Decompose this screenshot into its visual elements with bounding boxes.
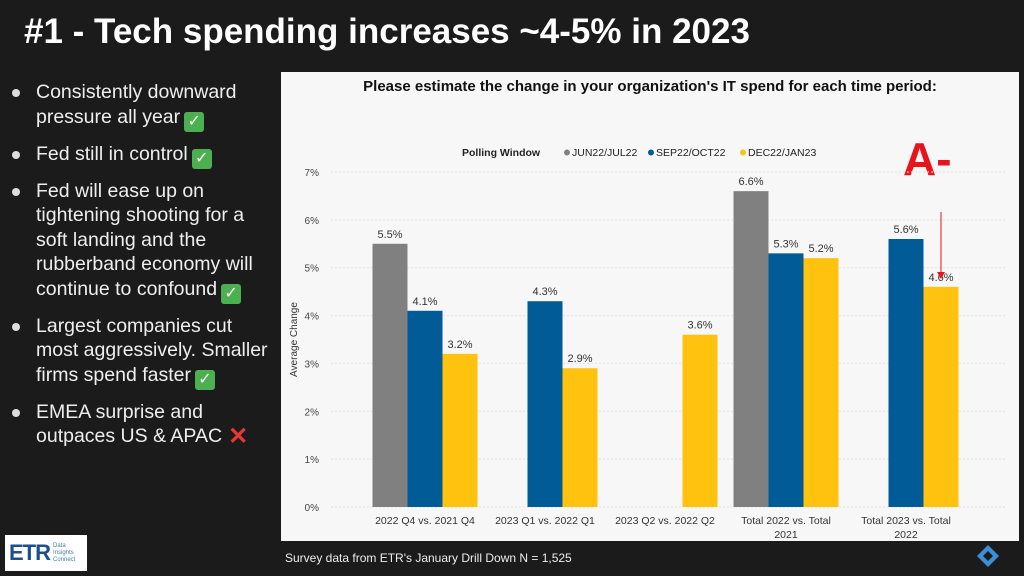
y-tick-label: 6%	[305, 216, 320, 227]
bullet-item: Fed still in control ✓	[10, 142, 278, 169]
bar	[527, 301, 563, 507]
chart-title: Please estimate the change in your organ…	[363, 78, 937, 95]
chart-panel: Please estimate the change in your organ…	[281, 72, 1019, 541]
bullet-text: Consistently downward pressure all year	[36, 81, 237, 128]
data-label: 5.2%	[808, 243, 833, 255]
y-tick-label: 2%	[305, 407, 320, 418]
checkmark-icon: ✓	[194, 369, 215, 390]
legend-title: Polling Window	[462, 147, 541, 159]
bullet-list: Consistently downward pressure all year ✓…	[10, 80, 278, 459]
checkmark-icon: ✓	[191, 148, 212, 169]
bar	[923, 286, 959, 507]
legend-label: JUN22/JUL22	[572, 147, 638, 159]
x-tick-label: 2022 Q4 vs. 2021 Q4	[375, 515, 475, 527]
x-tick-label: Total 2022 vs. Total	[741, 515, 831, 527]
bullet-item: Fed will ease up on tightening shooting …	[10, 179, 278, 304]
bullet-item: EMEA surprise and outpaces US & APAC ✕	[10, 400, 278, 449]
bar-chart: 0% 1% 2% 3% 4% 5% 6% 7% Average Change Polling Wi…	[289, 147, 1006, 541]
data-label: 2.9%	[567, 353, 592, 365]
x-tick-label: 2021	[774, 529, 798, 541]
bullet-item: Consistently downward pressure all year ✓	[10, 80, 278, 132]
data-label: 4.3%	[532, 286, 557, 298]
y-tick-label: 1%	[305, 455, 320, 466]
y-tick-label: 0%	[305, 503, 320, 514]
bar	[733, 191, 769, 507]
y-tick-label: 4%	[305, 312, 320, 323]
bar	[372, 243, 408, 508]
cross-icon: ✕	[228, 423, 249, 450]
checkmark-icon: ✓	[221, 283, 242, 304]
etr-logo: ETR Data Insights Connect	[5, 535, 87, 571]
y-axis-label: Average Change	[289, 302, 300, 377]
bullet-text: EMEA surprise and outpaces US & APAC	[36, 400, 223, 448]
bullet-item: Largest companies cut most aggressively.…	[10, 314, 278, 390]
y-tick-label: 5%	[305, 264, 320, 275]
bullet-text: Fed will ease up on tightening shooting …	[36, 179, 253, 300]
bar	[768, 253, 804, 507]
y-tick-label: 3%	[305, 359, 320, 370]
down-arrow-head-icon	[937, 272, 945, 279]
legend-label: DEC22/JAN23	[748, 147, 816, 159]
data-label: 4.1%	[412, 296, 437, 308]
logo-mark: ETR	[9, 540, 51, 565]
legend-label: SEP22/OCT22	[656, 147, 726, 159]
bar	[803, 258, 839, 507]
data-label: 3.2%	[447, 339, 472, 351]
bar	[562, 368, 598, 507]
x-tick-label: 2023 Q2 vs. 2022 Q2	[615, 515, 715, 527]
x-tick-label: Total 2023 vs. Total	[861, 515, 951, 527]
data-label: 5.6%	[893, 224, 918, 236]
legend-marker	[564, 149, 570, 156]
y-tick-label: 7%	[305, 168, 320, 179]
data-label: 3.6%	[687, 320, 712, 332]
footnote: Survey data from ETR's January Drill Dow…	[285, 551, 572, 565]
bar	[442, 353, 478, 507]
bar	[407, 310, 443, 507]
bar	[682, 334, 718, 507]
bar	[888, 239, 924, 507]
x-tick-label: 2022	[894, 529, 918, 541]
x-tick-label: 2023 Q1 vs. 2022 Q1	[495, 515, 595, 527]
data-label: 5.3%	[773, 238, 798, 250]
data-label: 6.6%	[738, 176, 763, 188]
diamond-logo-icon	[977, 545, 999, 567]
legend-marker	[648, 149, 654, 156]
bullet-text: Largest companies cut most aggressively.…	[36, 314, 268, 386]
data-label: 5.5%	[377, 229, 402, 241]
logo-tagline: Data Insights Connect	[53, 542, 76, 563]
checkmark-icon: ✓	[184, 111, 205, 132]
legend-marker	[740, 149, 746, 156]
slide-title: #1 - Tech spending increases ~4-5% in 20…	[24, 12, 750, 51]
grade-annotation: A-	[903, 133, 952, 185]
bullet-text: Fed still in control	[36, 142, 188, 165]
